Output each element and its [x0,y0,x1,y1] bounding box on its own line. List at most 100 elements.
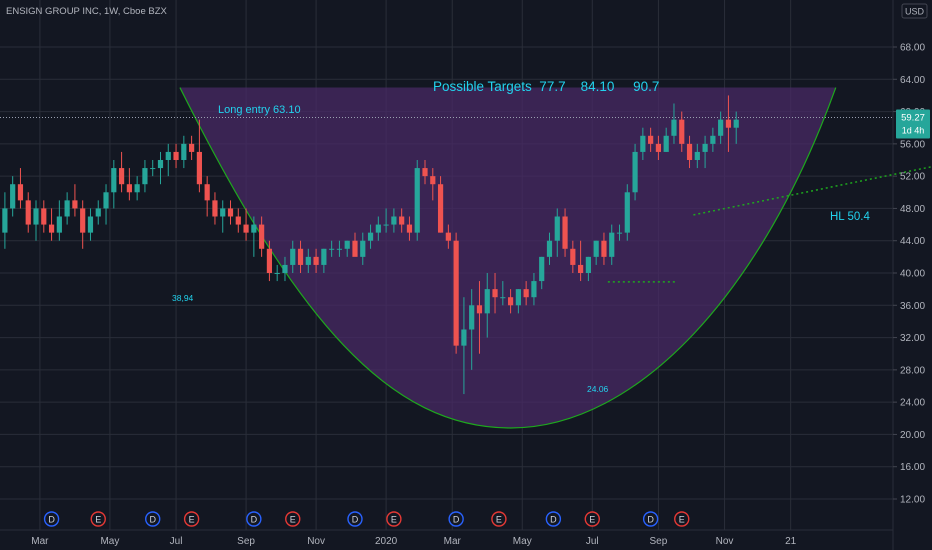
candle [118,151,125,193]
candle [500,281,506,306]
candle-body [562,216,568,249]
dividend-marker[interactable]: D [347,511,363,527]
event-marker-ring [246,511,262,527]
candle-body [259,224,265,249]
candle-body [118,168,125,185]
low-left-label: 38,94 [172,293,194,303]
candle-body [507,297,514,306]
x-tick-label: 2020 [375,536,398,547]
candle-body [679,119,685,144]
candle [2,192,8,249]
candle [80,200,86,249]
candle-body [41,208,47,225]
candle [10,176,16,217]
candle-body [189,143,195,152]
candle-body [95,208,101,217]
event-marker-ring [90,511,106,527]
y-tick-label: 16.00 [900,462,925,473]
candle [663,127,669,152]
candle-body [383,224,389,226]
candle-body [406,224,413,233]
candle [702,135,708,169]
candle-body [80,208,86,233]
candle-body [212,200,218,217]
candle [33,200,39,241]
earnings-marker[interactable]: E [90,511,106,527]
earnings-marker[interactable]: E [285,511,301,527]
dividend-marker[interactable]: D [642,511,659,527]
candle-body [56,216,62,233]
candle [476,281,483,354]
x-tick-label: Jul [586,536,599,547]
candle-body [593,240,599,257]
candle-body [601,240,607,257]
earnings-marker[interactable]: E [674,511,690,527]
candle-body [297,248,304,265]
y-tick-label: 44.00 [900,236,925,247]
candle-body [321,248,327,265]
candle [290,240,296,273]
currency-button[interactable]: USD [901,3,928,19]
event-marker-ring [491,511,507,527]
candle [56,200,62,241]
candle-body [585,256,591,273]
candle-body [461,329,467,346]
candle [111,160,117,209]
event-marker-letter: D [48,514,55,524]
candle-body [157,160,164,169]
candle-body [663,135,669,152]
last-price-badge: 59.27 1d 4h [896,109,930,139]
y-tick-label: 20.00 [900,430,925,441]
candle [165,143,171,177]
currency-label: USD [905,7,925,17]
earnings-marker[interactable]: E [584,511,600,527]
candle-body [313,256,319,265]
candle [414,160,420,241]
candle-body [2,208,8,233]
time-axis[interactable]: Mar May Jul Sep Nov 2020 Mar May Jul Sep Nov 21 [31,536,796,547]
candle-body [150,168,156,170]
candle [251,216,257,257]
candle [624,184,630,241]
dividend-marker[interactable]: D [246,511,262,527]
candle-body [282,264,288,273]
candle [725,95,732,152]
candle [336,240,343,257]
candle-body [616,232,623,234]
cup-pattern-fill [179,87,836,428]
candle-body [640,135,646,152]
candle-body [251,224,257,233]
dividend-marker[interactable]: D [545,511,562,527]
earnings-marker[interactable]: E [183,511,200,527]
candle-body [33,208,39,225]
candle [64,192,70,225]
event-marker-letter: E [679,514,685,524]
candle [733,111,739,144]
event-marker-letter: E [189,514,195,524]
candle [87,208,94,241]
event-marker-ring [642,511,659,527]
earnings-marker[interactable]: E [386,511,402,527]
y-tick-label: 24.00 [900,398,925,409]
dividend-marker[interactable]: D [448,511,464,527]
candle [313,248,319,273]
candle-body [196,151,202,185]
candle [655,135,662,160]
candle [632,143,638,201]
event-marker-ring [145,511,161,527]
candle-body [655,143,662,152]
earnings-marker[interactable]: E [491,511,507,527]
candle [259,216,265,257]
candle-body [570,248,576,265]
candle-body [360,240,366,257]
event-marker-letter: D [352,514,359,524]
dividend-marker[interactable]: D [145,511,161,527]
dividend-marker[interactable]: D [43,511,60,527]
candle [375,216,381,241]
candle [142,160,148,193]
last-price-value: 59.27 [901,112,925,123]
low-bottom-label: 24.06 [587,384,609,394]
candle [360,232,366,265]
candle [609,224,615,265]
